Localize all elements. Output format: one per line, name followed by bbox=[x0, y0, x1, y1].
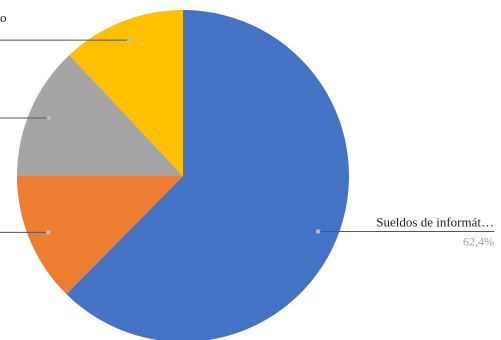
slice-value-label-1: 62,4% bbox=[463, 234, 494, 248]
pie-slice-1 bbox=[66, 10, 349, 340]
clipped-label-1: o bbox=[0, 10, 7, 25]
slice-label-1: Sueldos de informát… bbox=[376, 214, 494, 229]
pie-slice-2 bbox=[17, 176, 183, 295]
leader-dot-1 bbox=[315, 229, 321, 234]
leader-dot-3 bbox=[46, 115, 52, 121]
pie-callouts: Sueldos de informát… 62,4% o bbox=[0, 10, 494, 248]
leader-dot-2 bbox=[46, 230, 51, 235]
leader-dot-4 bbox=[127, 37, 132, 43]
pie-slices bbox=[17, 10, 349, 340]
pie-slice-3 bbox=[17, 54, 183, 176]
pie-slice-4 bbox=[69, 10, 183, 176]
